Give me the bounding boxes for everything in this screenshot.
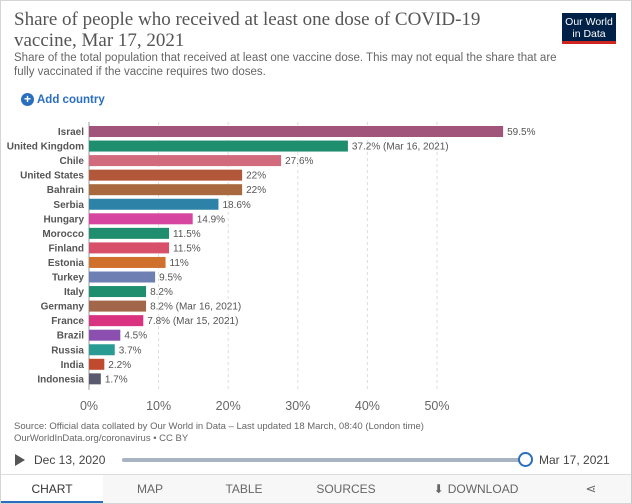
tab-chart[interactable]: CHART: [1, 475, 103, 503]
timeline-start-date: Dec 13, 2020: [34, 453, 106, 467]
data-label: 11%: [170, 258, 189, 269]
share-icon: ⋖: [585, 481, 597, 496]
tab-bar: CHART MAP TABLE SOURCES ⬇ DOWNLOAD ⋖: [1, 474, 631, 503]
x-tick-label: 50%: [424, 399, 449, 413]
category-label: Morocco: [42, 229, 84, 240]
category-label: Israel: [58, 127, 84, 138]
bar: [89, 300, 147, 312]
source-line: Source: Official data collated by Our Wo…: [14, 421, 424, 432]
source-note: Source: Official data collated by Our Wo…: [14, 421, 614, 444]
timeline-fill: [122, 458, 526, 462]
data-label: 37.2% (Mar 16, 2021): [352, 142, 449, 153]
category-label: Estonia: [48, 258, 85, 269]
category-label: Turkey: [52, 273, 84, 284]
data-label: 3.7%: [119, 345, 142, 356]
timeline-handle[interactable]: [518, 452, 533, 467]
tab-map[interactable]: MAP: [136, 482, 163, 496]
category-label: Russia: [51, 345, 84, 356]
x-tick-label: 40%: [355, 399, 380, 413]
data-label: 2.2%: [108, 360, 131, 371]
category-label: Brazil: [57, 331, 84, 342]
data-label: 4.5%: [124, 331, 147, 342]
bar: [89, 271, 156, 283]
timeline: Dec 13, 2020 Mar 17, 2021: [0, 449, 632, 473]
category-label: France: [51, 316, 84, 327]
category-label: United States: [20, 171, 84, 182]
category-label: Serbia: [53, 200, 84, 211]
category-label: Chile: [60, 156, 85, 167]
chart-title: Share of people who received at least on…: [14, 9, 481, 51]
category-label: Hungary: [43, 214, 84, 225]
bar: [89, 126, 504, 137]
play-icon[interactable]: [15, 454, 25, 466]
bar: [89, 256, 166, 268]
tab-sources[interactable]: SOURCES: [316, 482, 376, 496]
data-label: 9.5%: [159, 273, 182, 284]
timeline-end-date: Mar 17, 2021: [539, 453, 610, 467]
data-label: 59.5%: [507, 127, 535, 138]
category-label: Bahrain: [47, 185, 84, 196]
category-label: Indonesia: [37, 374, 84, 385]
category-label: Germany: [41, 302, 85, 313]
category-label: Italy: [64, 287, 84, 298]
bar-chart: 0% 10% 20% 30% 40% 50% Israel 59.5% United Kingd…: [7, 122, 536, 413]
x-tick-label: 20%: [216, 399, 241, 413]
chart-subtitle: Share of the total population that recei…: [14, 52, 557, 78]
bar: [89, 213, 193, 225]
x-tick-label: 30%: [285, 399, 310, 413]
data-label: 22%: [246, 185, 266, 196]
bar: [89, 140, 348, 152]
share-button[interactable]: ⋖: [551, 475, 631, 503]
bar: [89, 155, 282, 167]
data-label: 11.5%: [173, 229, 201, 240]
bar: [89, 169, 243, 181]
plus-icon: +: [21, 93, 34, 106]
category-label: India: [61, 360, 85, 371]
tab-download-label: DOWNLOAD: [447, 482, 519, 496]
bar: [89, 286, 147, 298]
bar: [89, 242, 170, 254]
data-label: 14.9%: [197, 214, 225, 225]
x-tick-label: 10%: [146, 399, 171, 413]
data-label: 8.2% (Mar 16, 2021): [150, 302, 241, 313]
add-country-button[interactable]: + Add country: [21, 93, 105, 106]
owid-logo[interactable]: Our World in Data: [562, 13, 616, 44]
source-link[interactable]: OurWorldInData.org/coronavirus • CC BY: [14, 432, 189, 444]
bar: [89, 358, 105, 370]
tab-download[interactable]: ⬇ DOWNLOAD: [401, 475, 551, 503]
tab-table[interactable]: TABLE: [225, 482, 263, 496]
bar: [89, 373, 101, 385]
data-label: 1.7%: [105, 374, 128, 385]
category-label: Finland: [48, 243, 84, 254]
data-label: 7.8% (Mar 15, 2021): [147, 316, 238, 327]
bar: [89, 315, 144, 327]
data-label: 8.2%: [150, 287, 173, 298]
data-label: 22%: [246, 171, 266, 182]
bar: [89, 184, 243, 196]
data-label: 18.6%: [222, 200, 250, 211]
bar: [89, 344, 115, 356]
download-icon: ⬇: [433, 482, 444, 496]
data-label: 11.5%: [173, 243, 201, 254]
bar: [89, 227, 170, 239]
x-tick-label: 0%: [80, 399, 98, 413]
category-label: United Kingdom: [7, 142, 84, 153]
add-country-label: Add country: [37, 93, 105, 106]
bar: [89, 329, 121, 341]
bar: [89, 198, 219, 210]
timeline-track[interactable]: [122, 458, 526, 462]
data-label: 27.6%: [285, 156, 313, 167]
